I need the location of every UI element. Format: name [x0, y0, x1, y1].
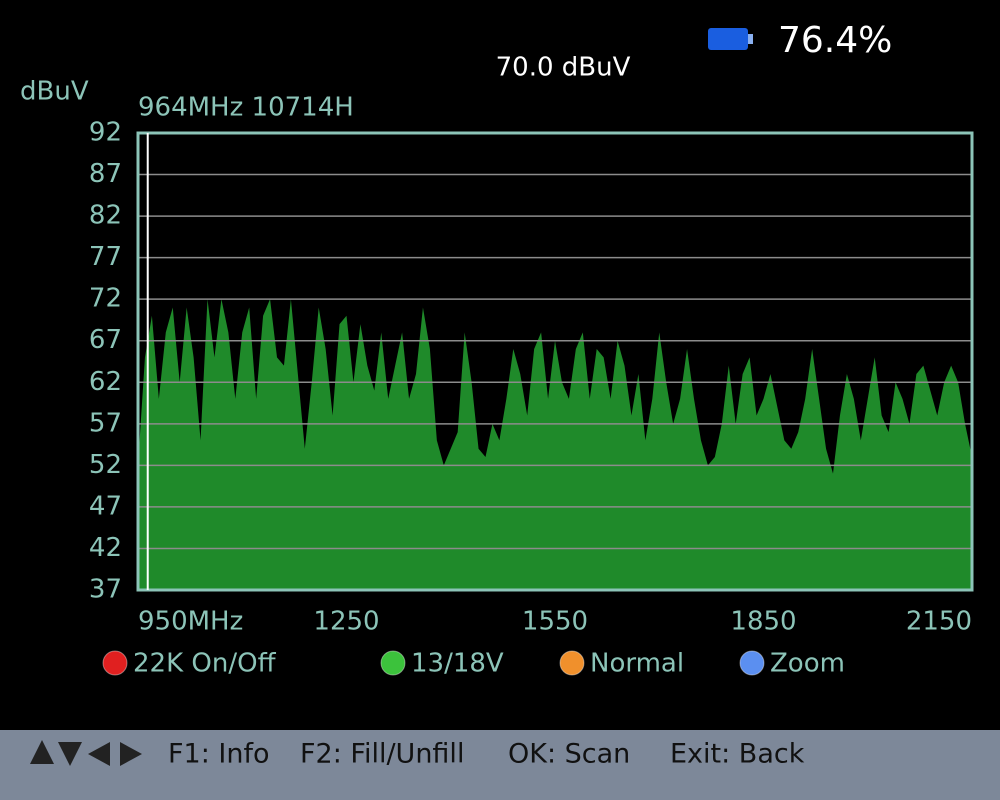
nav-arrows: [30, 740, 142, 766]
battery-icon: [708, 28, 753, 50]
button-label: Normal: [590, 649, 684, 679]
level-readout: 70.0 dBuV: [496, 53, 631, 83]
footer-hint: Exit: Back: [670, 739, 805, 770]
battery-body: [708, 28, 748, 50]
arrow-right: [120, 742, 142, 766]
y-tick-label: 82: [89, 201, 122, 231]
function-button[interactable]: Zoom: [739, 649, 845, 679]
spectrum-area: [138, 299, 972, 590]
footer-hint: F1: Info: [168, 739, 270, 770]
y-tick-label: 52: [89, 450, 122, 480]
battery-tip: [748, 34, 753, 44]
function-button[interactable]: 13/18V: [380, 649, 504, 679]
battery-level: 76.4%: [778, 20, 892, 61]
x-tick-label: 1850: [730, 607, 796, 637]
x-tick-label: 1550: [522, 607, 588, 637]
y-tick-label: 72: [89, 284, 122, 314]
x-tick-label: 1250: [313, 607, 379, 637]
arrow-down: [58, 742, 82, 766]
function-button[interactable]: Normal: [559, 649, 684, 679]
x-tick-label: 950MHz: [138, 607, 243, 637]
footer-bar: [0, 730, 1000, 800]
footer-hint: F2: Fill/Unfill: [300, 739, 464, 770]
arrow-left: [88, 742, 110, 766]
button-dot: [102, 650, 128, 676]
y-tick-label: 87: [89, 159, 122, 189]
arrow-up: [30, 740, 54, 764]
button-label: Zoom: [770, 649, 845, 679]
x-tick-label: 2150: [906, 607, 972, 637]
y-tick-label: 42: [89, 533, 122, 563]
y-tick-label: 92: [89, 118, 122, 148]
y-tick-label: 37: [89, 575, 122, 605]
plot-frame: [136, 131, 974, 592]
y-tick-label: 62: [89, 367, 122, 397]
y-axis-label: dBuV: [20, 77, 89, 107]
channel-info: 964MHz 10714H: [138, 93, 354, 123]
y-tick-label: 47: [89, 491, 122, 521]
footer-hint: OK: Scan: [508, 739, 630, 770]
y-tick-label: 67: [89, 325, 122, 355]
button-dot: [380, 650, 406, 676]
button-dot: [559, 650, 585, 676]
function-button[interactable]: 22K On/Off: [102, 649, 277, 679]
button-label: 22K On/Off: [133, 649, 277, 679]
y-tick-label: 77: [89, 242, 122, 272]
button-label: 13/18V: [411, 649, 504, 679]
button-dot: [739, 650, 765, 676]
y-tick-label: 57: [89, 408, 122, 438]
